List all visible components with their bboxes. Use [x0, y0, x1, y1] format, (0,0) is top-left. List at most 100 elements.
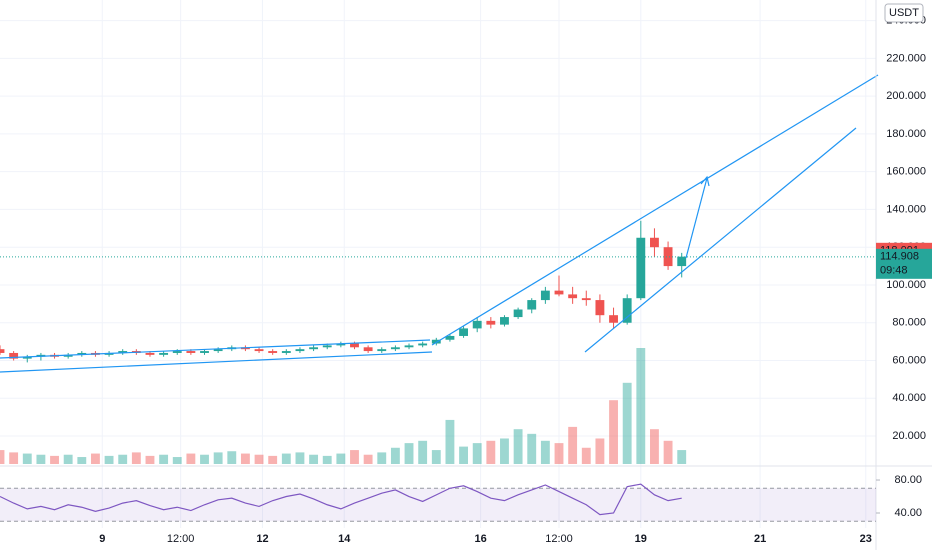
volume-bar — [609, 400, 618, 464]
volume-bar — [240, 453, 250, 464]
projection-arrow — [685, 177, 708, 259]
candle-body — [418, 343, 428, 346]
x-tick-label: 21 — [754, 533, 766, 545]
volume-bar — [9, 452, 19, 464]
countdown: 09:48 — [880, 265, 908, 277]
y-tick-label: 40.000 — [892, 392, 926, 404]
candle-body — [663, 247, 673, 267]
candle-body — [622, 298, 632, 323]
candle-body — [118, 351, 128, 353]
volume-bar — [363, 454, 373, 464]
volume-bar — [186, 453, 196, 464]
y-tick-label: 160.000 — [886, 166, 926, 178]
x-tick-label: 14 — [338, 533, 351, 545]
volume-bar — [131, 452, 141, 464]
candle-body — [309, 347, 319, 350]
channel-lower — [0, 351, 433, 373]
candle-body — [200, 351, 209, 353]
volume-bar — [636, 348, 646, 464]
wedge-lower — [584, 127, 857, 353]
currency-box[interactable] — [884, 3, 924, 23]
channel-upper — [0, 339, 431, 359]
candle-body — [77, 352, 87, 355]
candle-body — [22, 356, 32, 359]
currency-label: USDT — [889, 7, 919, 19]
y-tick-label: 80.000 — [892, 317, 926, 329]
volume-bar — [200, 454, 209, 464]
last-price-label: 114.908 — [880, 251, 919, 263]
volume-bar — [554, 443, 564, 464]
x-tick-label: 23 — [860, 533, 872, 545]
volume-bar — [418, 440, 428, 464]
y-tick-label: 60.000 — [892, 354, 926, 366]
volume-bar — [213, 452, 223, 464]
candle-body — [63, 354, 73, 357]
volume-bar — [268, 455, 278, 464]
y-tick-label: 100.000 — [886, 279, 926, 291]
volume — [0, 348, 687, 464]
candle-body — [540, 290, 550, 301]
volume-bar — [104, 455, 114, 464]
candle-body — [295, 349, 305, 352]
volume-bar — [663, 440, 673, 464]
volume-bar — [0, 450, 5, 464]
volume-bar — [568, 426, 578, 464]
trendlines — [0, 74, 879, 373]
volume-bar — [595, 438, 605, 464]
volume-bar — [540, 440, 550, 464]
candle-body — [213, 349, 223, 352]
volume-bar — [350, 450, 359, 464]
volume-bar — [118, 454, 128, 464]
x-tick-label: 12:00 — [545, 533, 573, 545]
candle-body — [145, 352, 155, 355]
volume-bar — [254, 454, 264, 464]
candles — [0, 220, 687, 363]
candle-body — [404, 345, 414, 348]
rsi-band — [0, 488, 876, 522]
volume-bar — [622, 382, 632, 464]
volume-bar — [377, 452, 387, 464]
volume-bar — [322, 455, 332, 464]
volume-bar — [486, 440, 496, 464]
candle-body — [322, 345, 332, 348]
rsi-tick-label: 80.00 — [894, 474, 922, 486]
candle-body — [527, 300, 537, 310]
candle-body — [459, 328, 468, 336]
candle-body — [500, 317, 509, 325]
volume-bar — [63, 454, 73, 464]
grid — [0, 0, 876, 528]
volume-bar — [500, 438, 509, 464]
candle-body — [159, 352, 169, 355]
candle-body — [609, 315, 618, 323]
volume-bar — [390, 447, 400, 464]
candle-body — [172, 351, 182, 353]
candle-body — [254, 349, 264, 352]
candle-body — [186, 351, 196, 353]
volume-bar — [445, 419, 455, 464]
volume-bar — [309, 454, 319, 464]
candle-body — [268, 351, 278, 353]
x-tick-label: 16 — [474, 533, 486, 545]
volume-bar — [36, 454, 46, 464]
x-tick-label: 12 — [256, 533, 268, 545]
volume-bar — [431, 450, 441, 464]
candle-body — [336, 343, 346, 346]
volume-bar — [527, 433, 537, 464]
candle-body — [281, 351, 291, 353]
candle-body — [0, 349, 5, 353]
x-tick-label: 19 — [635, 533, 647, 545]
volume-bar — [281, 453, 291, 464]
rsi-line — [0, 483, 682, 516]
candle-body — [595, 300, 605, 316]
candle-body — [650, 237, 659, 248]
y-tick-label: 180.000 — [886, 128, 926, 140]
candle-body — [431, 339, 441, 344]
last-price-tag — [876, 248, 932, 279]
volume-bar — [227, 451, 237, 464]
volume-bar — [404, 443, 414, 464]
candle-body — [677, 256, 687, 267]
volume-bar — [172, 457, 182, 464]
volume-bar — [472, 443, 482, 464]
